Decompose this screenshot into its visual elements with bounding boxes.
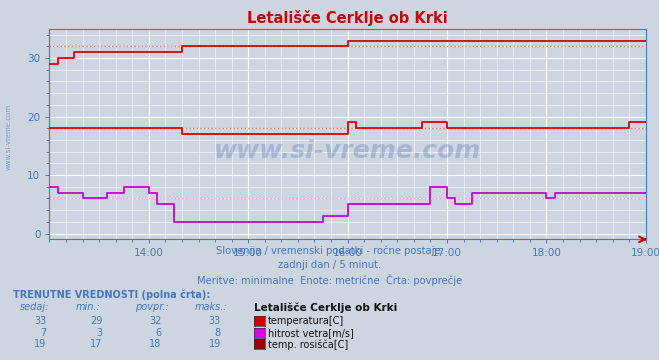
Text: maks.:: maks.: — [194, 302, 227, 312]
Text: Letališče Cerklje ob Krki: Letališče Cerklje ob Krki — [254, 302, 397, 313]
Text: Slovenija / vremenski podatki - ročne postaje.: Slovenija / vremenski podatki - ročne po… — [215, 246, 444, 256]
Text: 3: 3 — [96, 328, 102, 338]
Text: 33: 33 — [208, 316, 221, 326]
Text: 29: 29 — [90, 316, 102, 326]
Text: 6: 6 — [156, 328, 161, 338]
Text: hitrost vetra[m/s]: hitrost vetra[m/s] — [268, 328, 354, 338]
Text: temperatura[C]: temperatura[C] — [268, 316, 345, 326]
Text: 7: 7 — [40, 328, 46, 338]
Text: www.si-vreme.com: www.si-vreme.com — [214, 139, 481, 163]
Text: sedaj:: sedaj: — [20, 302, 49, 312]
Text: 8: 8 — [215, 328, 221, 338]
Text: 19: 19 — [208, 339, 221, 349]
Text: povpr.:: povpr.: — [135, 302, 169, 312]
Text: 18: 18 — [149, 339, 161, 349]
Text: temp. rosišča[C]: temp. rosišča[C] — [268, 339, 349, 350]
Text: 17: 17 — [90, 339, 102, 349]
Text: zadnji dan / 5 minut.: zadnji dan / 5 minut. — [278, 260, 381, 270]
Text: Meritve: minimalne  Enote: metrične  Črta: povprečje: Meritve: minimalne Enote: metrične Črta:… — [197, 274, 462, 285]
Text: 19: 19 — [34, 339, 46, 349]
Text: TRENUTNE VREDNOSTI (polna črta):: TRENUTNE VREDNOSTI (polna črta): — [13, 290, 211, 300]
Title: Letališče Cerklje ob Krki: Letališče Cerklje ob Krki — [247, 10, 448, 26]
Text: 33: 33 — [34, 316, 46, 326]
Text: www.si-vreme.com: www.si-vreme.com — [5, 104, 11, 170]
Text: 32: 32 — [149, 316, 161, 326]
Text: min.:: min.: — [76, 302, 101, 312]
